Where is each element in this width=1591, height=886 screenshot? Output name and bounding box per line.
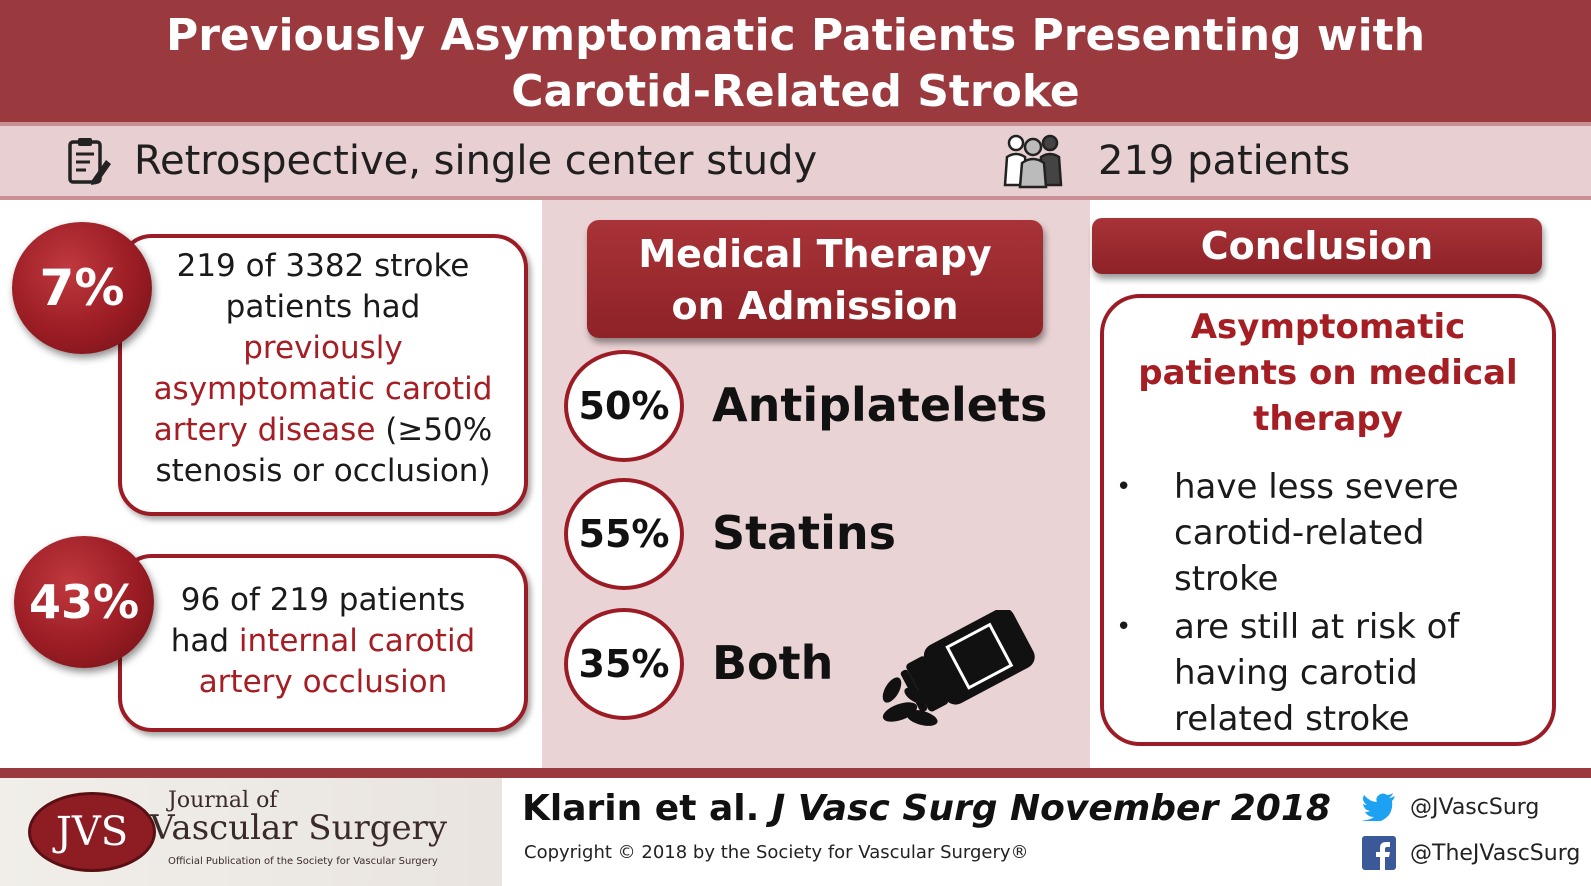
bullet-2-line-3: related stroke [1174, 699, 1410, 739]
antiplatelets-percent: 50% [578, 384, 670, 428]
jvs-logo-text: JVS [55, 809, 129, 855]
study-info-bar: Retrospective, single center study 219 p… [0, 122, 1591, 200]
study-design: Retrospective, single center study [66, 136, 817, 186]
citation-authors: Klarin et al. [522, 788, 760, 829]
jvs-logo-oval: JVS [28, 792, 156, 872]
conclusion-card: Asymptomatic patients on medical therapy… [1100, 294, 1556, 746]
journal-name-text: Vascular Surgery [150, 808, 448, 848]
antiplatelets-percent-circle: 50% [564, 350, 684, 462]
finding-2-line-1: 96 of 219 patients [180, 582, 466, 618]
bullet-1-line-2: carotid-related [1174, 513, 1425, 553]
medical-therapy-column: Medical Therapy on Admission 50% Antipla… [542, 200, 1090, 768]
conclusion-column: Conclusion Asymptomatic patients on medi… [1090, 200, 1591, 768]
conclusion-heading-line-1: Asymptomatic [1190, 307, 1466, 347]
bullet-2-line-2: having carotid [1174, 653, 1418, 693]
twitter-bird-icon [1362, 793, 1395, 821]
conclusion-heading-line-2: patients on medical [1138, 353, 1518, 393]
conclusion-heading: Asymptomatic patients on medical therapy [1104, 304, 1552, 442]
journal-logo: JVS Journal of Vascular Surgery Official… [0, 778, 502, 886]
conclusion-heading-line-3: therapy [1253, 399, 1403, 439]
statins-percent-circle: 55% [564, 478, 684, 590]
title-line-1: Previously Asymptomatic Patients Present… [165, 10, 1426, 61]
journal-tagline: Official Publication of the Society for … [168, 856, 438, 867]
bullet-1-line-1: have less severe [1174, 467, 1459, 507]
finding-1-line-3-rest: (≥50% [375, 412, 493, 448]
journal-of-text: Journal of [168, 788, 278, 813]
both-percent-circle: 35% [564, 608, 684, 720]
finding-1-highlight-3: artery disease [153, 412, 376, 448]
patient-count-text: 219 patients [1098, 138, 1351, 184]
title-line-2: Carotid-Related Stroke [511, 66, 1080, 117]
both-label: Both [712, 636, 834, 690]
twitter-handle-text: @JVascSurg [1410, 794, 1540, 820]
study-design-text: Retrospective, single center study [134, 138, 818, 184]
citation-journal: J Vasc Surg November 2018 [771, 788, 1331, 829]
finding-1-percent: 7% [39, 259, 125, 317]
twitter-handle[interactable]: @JVascSurg [1362, 790, 1539, 824]
bullet-1-line-3: stroke [1174, 559, 1279, 599]
finding-1-line-5: artery disease (≥50% [122, 410, 524, 451]
finding-card-1: 219 of 3382 stroke patients had previous… [118, 234, 528, 516]
finding-2-percent-bubble: 43% [14, 536, 154, 668]
finding-2-highlight-1: internal carotid [238, 623, 476, 659]
infographic-header: Previously Asymptomatic Patients Present… [0, 0, 1591, 122]
antiplatelets-label: Antiplatelets [712, 378, 1048, 432]
finding-2-highlight-2: artery occlusion [198, 664, 448, 700]
people-group-icon [1003, 134, 1063, 189]
finding-card-2: 96 of 219 patients had internal carotid … [118, 554, 528, 732]
finding-1-line-2: patients had [225, 289, 421, 325]
footer: JVS Journal of Vascular Surgery Official… [0, 778, 1591, 886]
finding-2-line-2: had internal carotid [122, 621, 524, 662]
bullet-1-dot: • [1116, 472, 1132, 502]
finding-1-highlight-2: asymptomatic carotid [153, 371, 493, 407]
copyright-text: Copyright © 2018 by the Society for Vasc… [524, 842, 1029, 863]
bullet-2-line-1: are still at risk of [1174, 607, 1460, 647]
facebook-handle[interactable]: @TheJVascSurg [1362, 836, 1580, 870]
pill-bottle-icon [882, 610, 1035, 726]
medical-therapy-title: Medical Therapy on Admission [587, 220, 1043, 338]
footer-divider [0, 768, 1591, 778]
statins-label: Statins [712, 506, 897, 560]
clipboard-icon [68, 138, 111, 185]
findings-column: 219 of 3382 stroke patients had previous… [0, 200, 542, 768]
finding-1-line-4: stenosis or occlusion) [155, 453, 491, 489]
facebook-icon [1362, 836, 1396, 870]
finding-1-highlight-1: previously [243, 330, 403, 366]
patient-count: 219 patients [1000, 134, 1351, 189]
finding-1-line-1: 219 of 3382 stroke [176, 248, 470, 284]
finding-2-line-2-pre: had [170, 623, 239, 659]
finding-2-percent: 43% [28, 575, 140, 629]
medical-therapy-title-line-2: on Admission [671, 284, 959, 328]
bullet-2-dot: • [1116, 612, 1132, 642]
finding-1-percent-bubble: 7% [12, 222, 152, 354]
citation: Klarin et al. J Vasc Surg November 2018 [522, 788, 1331, 829]
both-percent: 35% [578, 642, 670, 686]
statins-percent: 55% [578, 512, 670, 556]
facebook-handle-text: @TheJVascSurg [1410, 840, 1581, 866]
conclusion-title: Conclusion [1092, 218, 1542, 274]
medical-therapy-title-line-1: Medical Therapy [638, 232, 992, 276]
